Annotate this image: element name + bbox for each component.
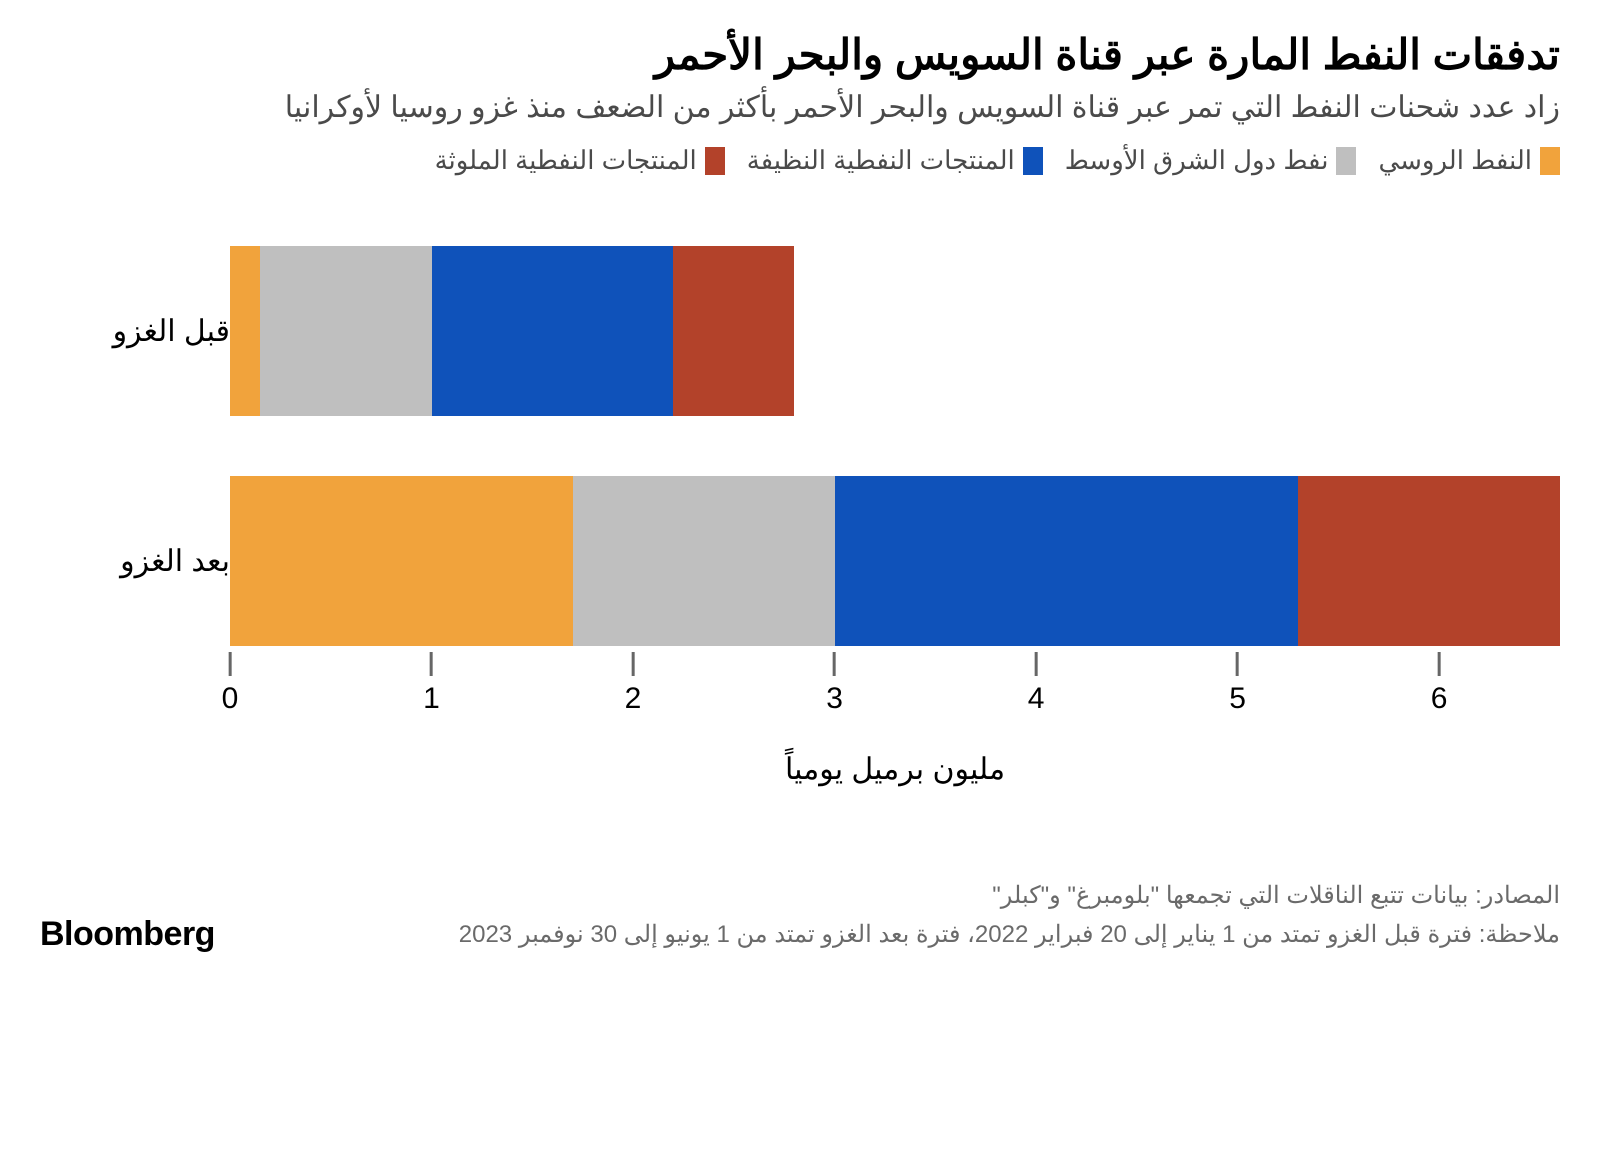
bar-segment: [260, 246, 431, 416]
chart-title: تدفقات النفط المارة عبر قناة السويس والب…: [40, 30, 1560, 80]
x-tick: 5: [1229, 652, 1246, 716]
tick-mark: [229, 652, 232, 676]
x-tick: 6: [1431, 652, 1448, 716]
footer: Bloomberg المصادر: بيانات تتبع الناقلات …: [40, 877, 1560, 954]
x-tick: 2: [625, 652, 642, 716]
bar-segment: [573, 476, 835, 646]
category-label: قبل الغزو: [40, 246, 230, 416]
tick-label: 0: [222, 682, 239, 716]
x-axis: 0123456: [230, 652, 1560, 742]
bars-container: [230, 246, 1560, 646]
bar-row: [230, 246, 1560, 416]
x-tick: 1: [423, 652, 440, 716]
legend-swatch: [1023, 147, 1043, 175]
bar-segment: [835, 476, 1298, 646]
bar-segment: [432, 246, 674, 416]
bar-stack: [230, 246, 1560, 416]
legend-label: النفط الروسي: [1378, 145, 1532, 176]
legend-item: المنتجات النفطية الملوثة: [435, 145, 725, 176]
footer-sources: المصادر: بيانات تتبع الناقلات التي تجمعه…: [459, 877, 1560, 915]
legend-swatch: [705, 147, 725, 175]
tick-label: 3: [826, 682, 843, 716]
tick-label: 4: [1028, 682, 1045, 716]
legend-label: المنتجات النفطية النظيفة: [747, 145, 1015, 176]
bar-row: [230, 476, 1560, 646]
tick-mark: [430, 652, 433, 676]
bar-segment: [230, 476, 573, 646]
tick-label: 6: [1431, 682, 1448, 716]
x-tick: 0: [222, 652, 239, 716]
tick-mark: [833, 652, 836, 676]
legend-swatch: [1336, 147, 1356, 175]
category-label: بعد الغزو: [40, 476, 230, 646]
bar-segment: [673, 246, 794, 416]
legend-item: النفط الروسي: [1378, 145, 1560, 176]
chart-subtitle: زاد عدد شحنات النفط التي تمر عبر قناة ال…: [40, 88, 1560, 127]
legend-item: نفط دول الشرق الأوسط: [1065, 145, 1357, 176]
tick-mark: [1236, 652, 1239, 676]
y-axis-labels: قبل الغزو بعد الغزو: [40, 246, 230, 646]
tick-label: 1: [423, 682, 440, 716]
tick-mark: [1035, 652, 1038, 676]
legend-item: المنتجات النفطية النظيفة: [747, 145, 1043, 176]
bar-stack: [230, 476, 1560, 646]
chart-area: قبل الغزو بعد الغزو 0 1 2 3 4 5 6 مليون برميل ي…: [40, 246, 1560, 877]
bar-segment: [230, 246, 260, 416]
tick-label: 2: [625, 682, 642, 716]
legend-swatch: [1540, 147, 1560, 175]
legend-label: المنتجات النفطية الملوثة: [435, 145, 697, 176]
legend: النفط الروسي نفط دول الشرق الأوسط المنتجات…: [40, 145, 1560, 176]
brand-logo: Bloomberg: [40, 915, 215, 954]
x-tick: 3: [826, 652, 843, 716]
footer-note: ملاحظة: فترة قبل الغزو تمتد من 1 يناير إ…: [459, 916, 1560, 954]
tick-mark: [1438, 652, 1441, 676]
tick-mark: [632, 652, 635, 676]
legend-label: نفط دول الشرق الأوسط: [1065, 145, 1329, 176]
tick-label: 5: [1229, 682, 1246, 716]
bar-segment: [1298, 476, 1560, 646]
x-axis-label: مليون برميل يومياً: [230, 752, 1560, 787]
x-tick: 4: [1028, 652, 1045, 716]
